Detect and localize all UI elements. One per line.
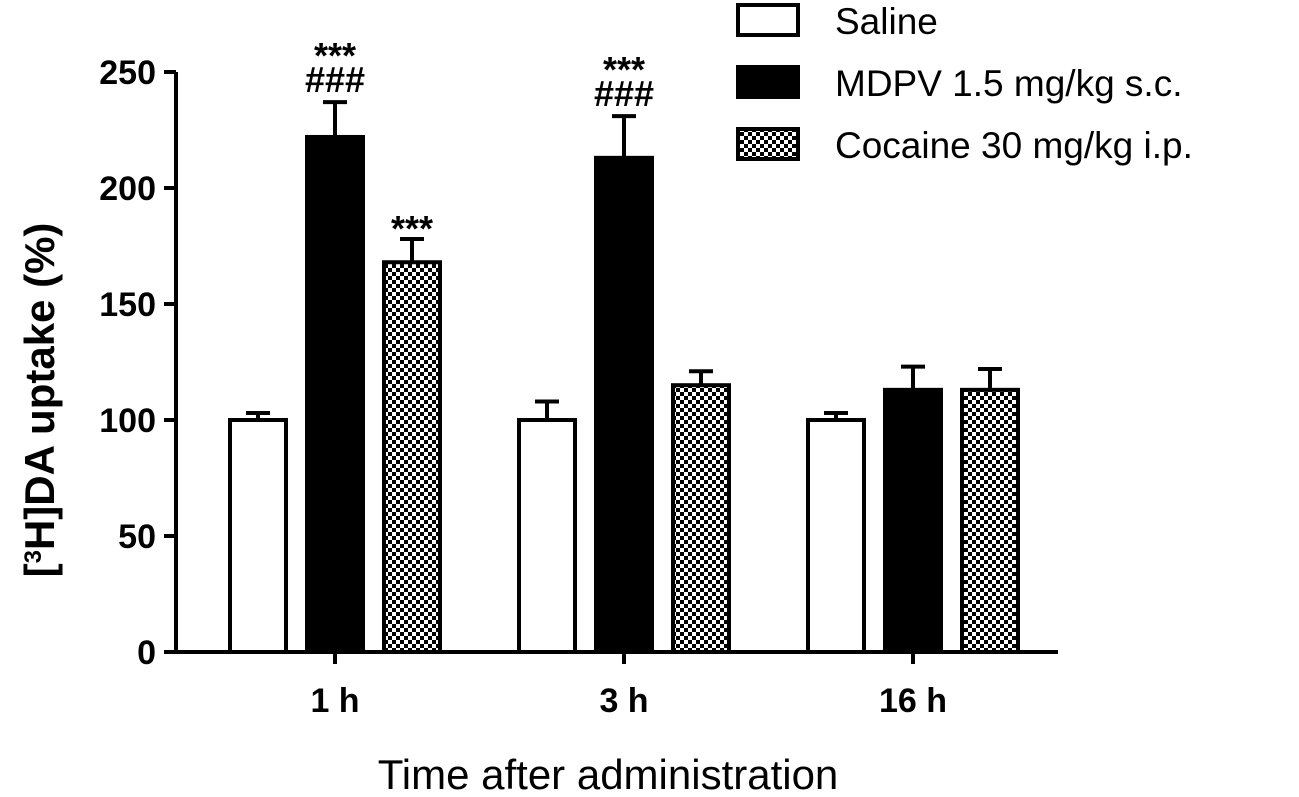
legend-label: MDPV 1.5 mg/kg s.c.: [835, 63, 1183, 104]
legend-label: Saline: [835, 1, 938, 42]
y-tick-label: 250: [99, 54, 156, 92]
y-axis-title-superscript: 3: [20, 550, 47, 563]
bar: [883, 387, 943, 654]
axes: 0 50 100 150 200 250 1 h 3 h 16 h: [99, 54, 1058, 720]
legend-swatch: [736, 3, 800, 37]
y-tick-label: 150: [99, 286, 156, 324]
bar: [517, 418, 577, 654]
significance-mark: ###: [305, 59, 365, 100]
y-tick-label: 200: [99, 170, 156, 208]
legend-swatch: [736, 65, 800, 99]
bar: [305, 134, 365, 654]
significance-mark: ***: [603, 49, 645, 90]
x-axis-title: Time after administration: [378, 751, 839, 797]
bar: [671, 383, 731, 654]
significance-annotations: ***###******###: [305, 35, 654, 249]
y-tick-label: 100: [99, 402, 156, 440]
x-tick-label: 3 h: [599, 682, 648, 720]
significance-mark: ###: [594, 73, 654, 114]
bar: [228, 418, 288, 654]
y-tick-label: 50: [118, 518, 156, 556]
bar: [806, 418, 866, 654]
significance-mark: ***: [391, 208, 433, 249]
legend-swatch: [736, 127, 800, 161]
bar: [960, 387, 1020, 654]
x-tick-label: 16 h: [879, 682, 947, 720]
legend-label: Cocaine 30 mg/kg i.p.: [835, 125, 1193, 166]
significance-mark: ***: [314, 35, 356, 76]
y-tick-label: 0: [137, 634, 156, 672]
y-axis-title: [3H]DA uptake (%): [16, 223, 63, 578]
legend: Saline MDPV 1.5 mg/kg s.c. Cocaine 30 mg/k…: [736, 1, 1193, 166]
x-tick-label: 1 h: [310, 682, 359, 720]
bars: [228, 100, 1020, 654]
bar: [594, 155, 654, 654]
bar: [382, 260, 442, 654]
